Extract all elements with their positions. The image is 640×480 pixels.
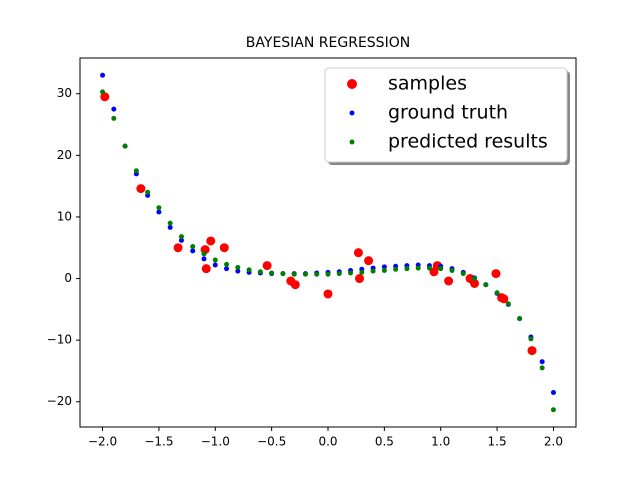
point	[527, 346, 537, 356]
y-tick-label: 0	[64, 271, 72, 285]
point	[269, 270, 275, 276]
legend-marker	[349, 139, 355, 145]
x-tick-label: −1.0	[201, 435, 230, 449]
point	[359, 269, 365, 275]
x-tick-label: −0.5	[257, 435, 286, 449]
point	[528, 336, 534, 342]
point	[100, 72, 106, 78]
point	[381, 264, 387, 270]
y-tick-label: −20	[47, 394, 72, 408]
point	[444, 276, 454, 286]
point	[190, 248, 196, 254]
point	[460, 271, 466, 277]
point	[302, 271, 308, 277]
y-tick-label: 30	[57, 86, 72, 100]
point	[364, 256, 374, 266]
point	[499, 294, 509, 304]
point	[404, 266, 410, 272]
legend-marker	[347, 79, 357, 89]
point	[323, 289, 333, 299]
point	[178, 234, 184, 240]
point	[156, 209, 162, 215]
point	[494, 290, 500, 296]
point	[235, 268, 241, 274]
point	[336, 271, 342, 277]
point	[212, 262, 218, 268]
x-tick-label: −1.5	[144, 435, 173, 449]
point	[415, 265, 421, 271]
plot-frame	[79, 57, 577, 428]
point	[491, 269, 501, 279]
point	[156, 205, 162, 211]
legend-label: samples	[388, 73, 467, 95]
point	[348, 270, 354, 276]
point	[290, 280, 300, 290]
point	[449, 268, 455, 274]
legend-label: predicted results	[388, 131, 548, 153]
point	[539, 359, 545, 365]
x-tick-label: 1.5	[488, 435, 507, 449]
point	[201, 264, 211, 274]
point	[505, 301, 511, 307]
point	[219, 243, 229, 253]
point	[483, 282, 489, 288]
point	[370, 268, 376, 274]
chart-title: BAYESIAN REGRESSION	[246, 35, 410, 51]
point	[381, 268, 387, 274]
point	[280, 271, 286, 277]
point	[246, 267, 252, 273]
point	[257, 269, 263, 275]
point	[173, 243, 183, 253]
y-tick-label: 20	[57, 148, 72, 162]
legend-marker	[349, 110, 355, 116]
legend	[324, 67, 568, 163]
y-tick-label: −10	[47, 333, 72, 347]
point	[201, 256, 207, 262]
point	[353, 248, 363, 258]
point	[472, 276, 478, 282]
point	[190, 244, 196, 250]
x-tick-label: −2.0	[88, 435, 117, 449]
point	[167, 220, 173, 226]
point	[224, 266, 230, 272]
point	[550, 390, 556, 396]
point	[212, 257, 218, 263]
legend-label: ground truth	[388, 102, 508, 124]
x-tick-label: 0.0	[318, 435, 337, 449]
point	[426, 265, 432, 271]
point	[178, 237, 184, 243]
x-tick-label: 2.0	[544, 435, 563, 449]
point	[393, 266, 399, 272]
point	[145, 189, 151, 195]
point	[224, 261, 230, 267]
point	[201, 251, 207, 257]
point	[111, 106, 117, 112]
x-tick-label: 0.5	[375, 435, 394, 449]
point	[262, 261, 272, 271]
point	[133, 168, 139, 174]
point	[438, 266, 444, 272]
point	[136, 184, 146, 194]
x-tick-label: 1.0	[431, 435, 450, 449]
point	[325, 271, 331, 277]
point	[100, 92, 110, 102]
point	[539, 365, 545, 371]
point	[314, 271, 320, 277]
point	[100, 89, 106, 95]
point	[550, 407, 556, 413]
point	[111, 115, 117, 121]
point	[291, 271, 297, 277]
point	[167, 224, 173, 230]
y-tick-label: 10	[57, 209, 72, 223]
point	[235, 264, 241, 270]
point	[470, 278, 480, 288]
point	[355, 274, 365, 284]
point	[122, 143, 128, 149]
point	[517, 316, 523, 322]
point	[206, 236, 216, 246]
